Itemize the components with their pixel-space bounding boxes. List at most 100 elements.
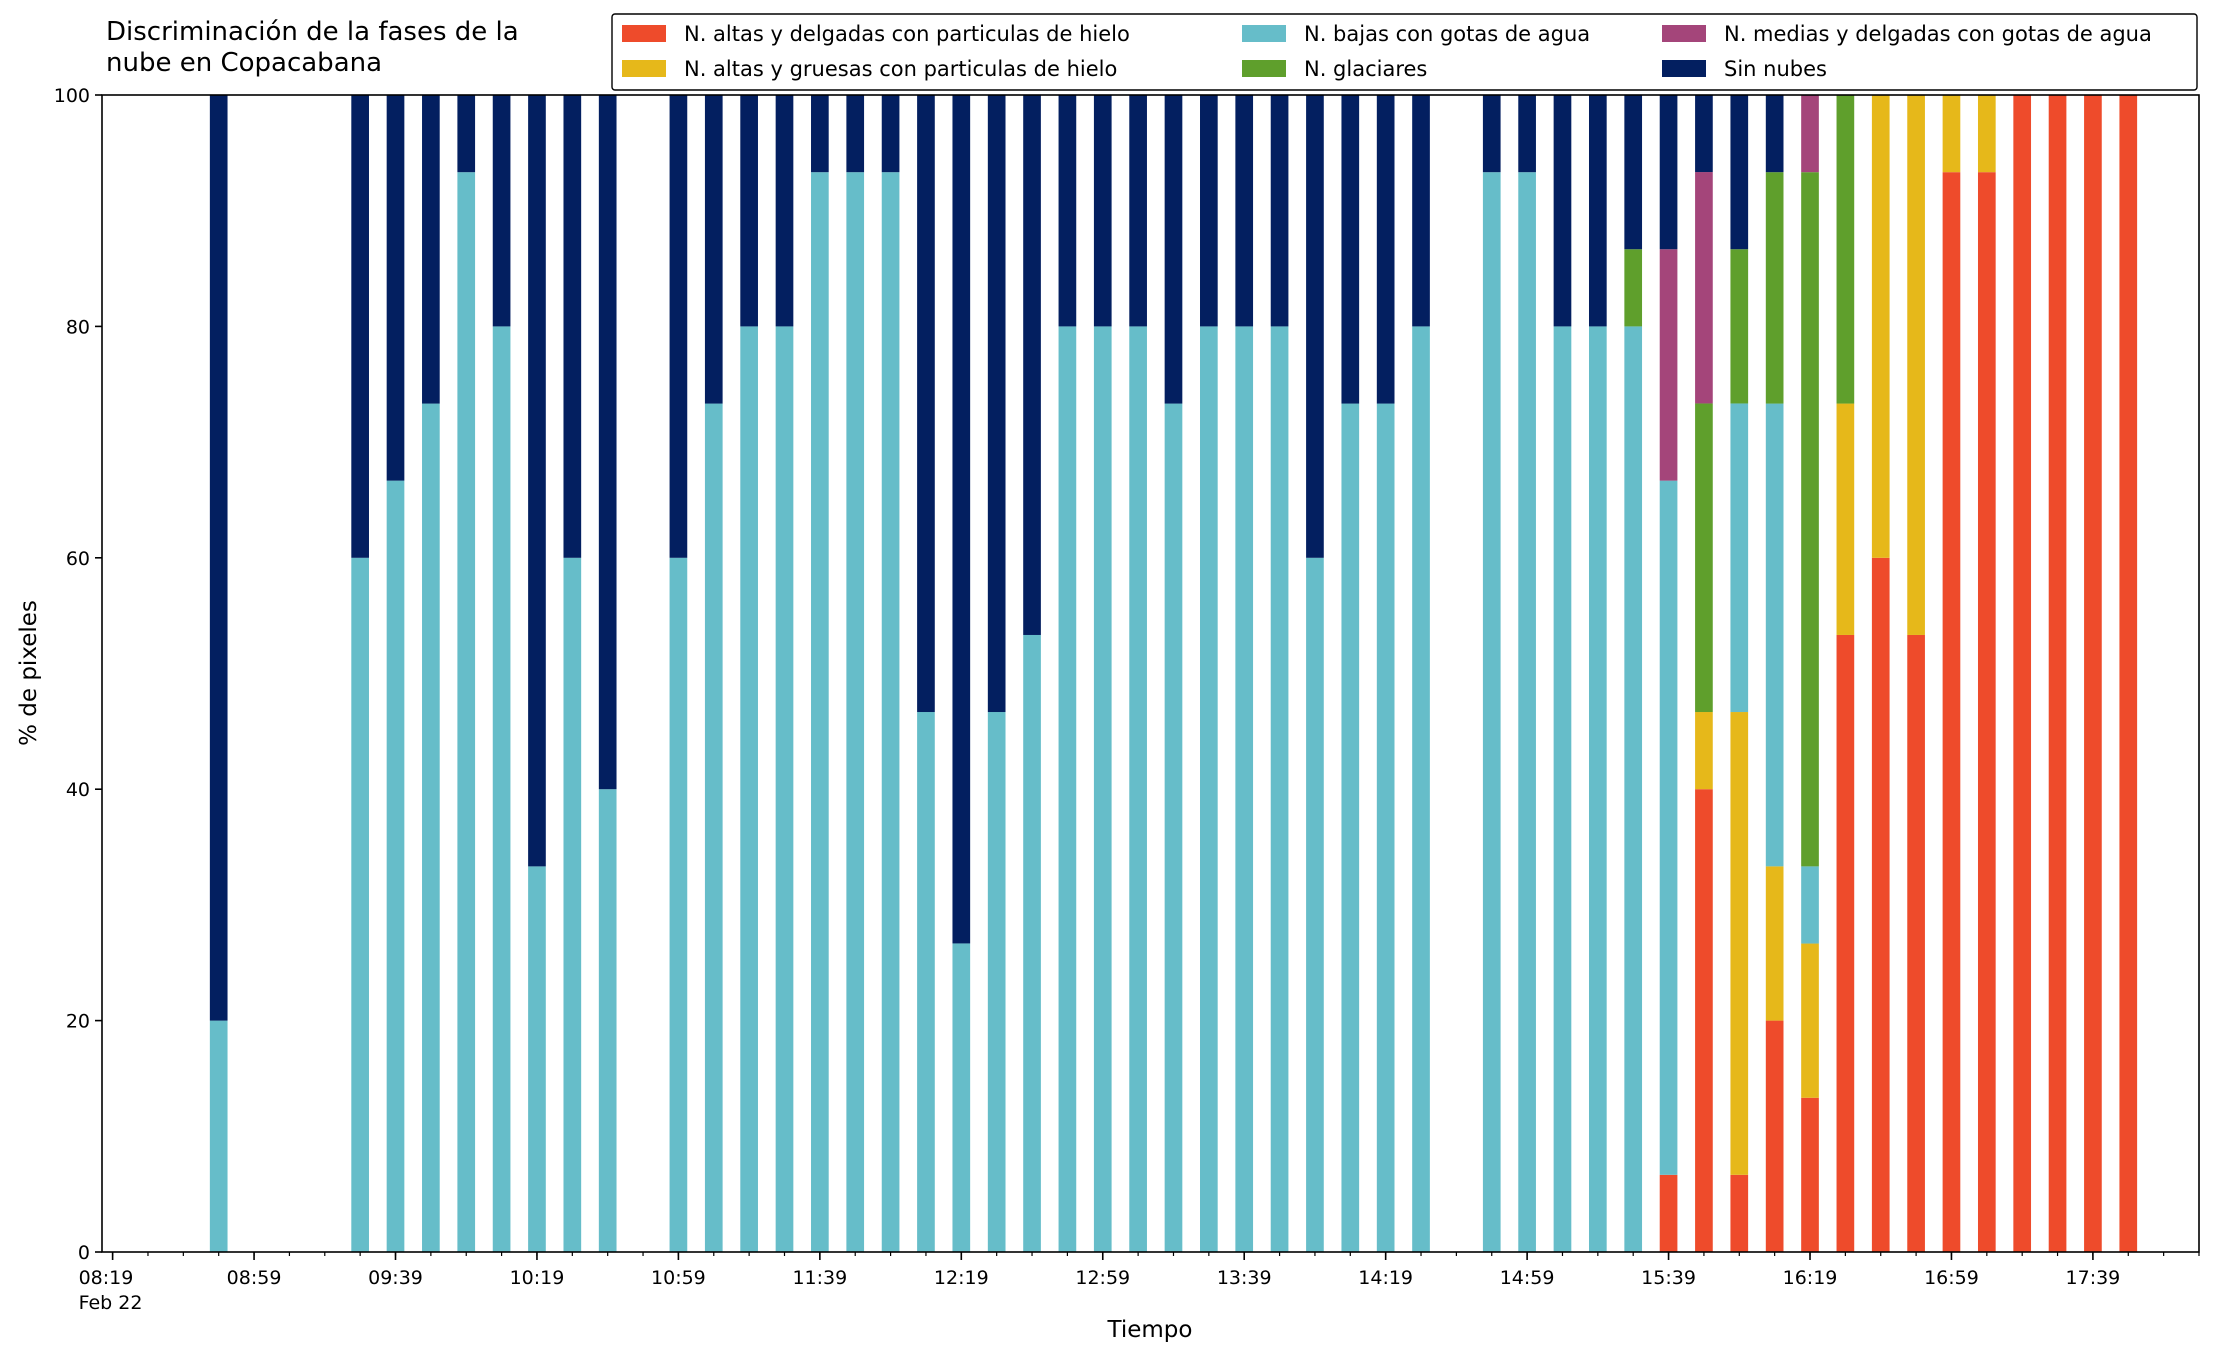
- bar-segment: [2084, 95, 2102, 1252]
- bar-segment: [740, 95, 758, 327]
- bar-segment: [1765, 172, 1784, 404]
- y-axis-label: % de pixeles: [16, 600, 42, 746]
- x-tick-label: 12:19: [934, 1267, 989, 1289]
- bar-segment: [1730, 1174, 1749, 1252]
- bar-segment: [1695, 403, 1713, 713]
- bar-segment: [1977, 95, 1996, 173]
- bar-segment: [1093, 95, 1112, 327]
- bar-segment: [598, 95, 617, 790]
- bar-segment: [917, 95, 935, 713]
- legend-swatch: [1242, 25, 1286, 42]
- x-tick-label: 08:19 Feb 22: [79, 1267, 143, 1314]
- bar-segment: [1624, 95, 1643, 250]
- x-axis-label: Tiempo: [1107, 1317, 1193, 1343]
- bar-segment: [1270, 326, 1289, 1252]
- bar-segment: [1518, 95, 1536, 173]
- y-tick-label: 60: [66, 548, 90, 570]
- bar-segment: [209, 1020, 228, 1252]
- bar-segment: [1695, 172, 1713, 404]
- bar-segment: [1058, 95, 1077, 327]
- bar-segment: [563, 95, 582, 558]
- x-tick-label: 12:59: [1075, 1267, 1130, 1289]
- bar-segment: [1058, 326, 1077, 1252]
- bar-segment: [1482, 95, 1501, 173]
- bar-segment: [1341, 403, 1360, 1252]
- legend: N. altas y delgadas con particulas de hi…: [611, 13, 2198, 91]
- chart-title-line: nube en Copacabana: [106, 48, 382, 78]
- bar-segment: [881, 95, 900, 173]
- bar-segment: [1765, 95, 1784, 173]
- bar-segment: [598, 789, 617, 1252]
- bar-segment: [1164, 403, 1183, 1252]
- x-tick-label: 09:39: [368, 1267, 423, 1289]
- bar-segment: [1695, 712, 1713, 790]
- x-tick-label: 08:59: [227, 1267, 282, 1289]
- bar-segment: [740, 326, 758, 1252]
- bar-segment: [846, 172, 865, 1253]
- legend-swatch: [1662, 25, 1706, 42]
- bar-segment: [1907, 634, 1925, 1252]
- bar-segment: [1836, 634, 1855, 1252]
- bar-segment: [1588, 326, 1607, 1252]
- bar-segment: [492, 95, 511, 327]
- x-tick-label: 14:19: [1358, 1267, 1413, 1289]
- bar-segment: [1235, 95, 1254, 327]
- bar-segment: [386, 95, 405, 481]
- bar-segment: [987, 712, 1006, 1252]
- y-tick-label: 40: [66, 779, 90, 801]
- bar-segment: [669, 95, 688, 558]
- y-axis: 0 20 40 60 80 100: [54, 85, 102, 1264]
- bar-segment: [704, 403, 723, 1252]
- bar-segment: [1730, 95, 1749, 250]
- legend-swatch: [1662, 60, 1706, 77]
- x-tick-label: 10:19: [510, 1267, 565, 1289]
- x-tick-label: 11:39: [792, 1267, 847, 1289]
- bar-segment: [1023, 95, 1041, 635]
- legend-label: N. bajas con gotas de agua: [1304, 22, 1590, 46]
- x-tick-label: 14:59: [1500, 1267, 1555, 1289]
- bar-segment: [1023, 634, 1041, 1252]
- bar-segment: [1836, 95, 1855, 404]
- bar-segment: [704, 95, 723, 404]
- legend-label: N. glaciares: [1304, 57, 1427, 81]
- bar-segment: [1977, 172, 1996, 1253]
- bar-segment: [1765, 1020, 1784, 1252]
- bar-segment: [1376, 95, 1395, 404]
- bar-segment: [1801, 95, 1819, 173]
- x-axis: 08:19 Feb 22 08:59 09:39 10:19 10:59 11:39 12:1…: [79, 1252, 2200, 1314]
- bar-segment: [1129, 326, 1147, 1252]
- bar-segment: [422, 95, 440, 404]
- bar-segment: [1695, 94, 1713, 173]
- chart-title-line: Discriminación de la fases de la: [106, 17, 519, 47]
- bar-segment: [1942, 95, 1961, 173]
- bar-segment: [1553, 95, 1572, 327]
- bar-segment: [563, 557, 582, 1252]
- bar-segment: [1518, 172, 1536, 1253]
- bar-segment: [811, 172, 829, 1253]
- bar-segment: [775, 326, 794, 1252]
- chart-title: Discriminación de la fases de la nube en …: [106, 17, 519, 78]
- bar-segment: [2048, 95, 2067, 1252]
- bar-segment: [1659, 95, 1678, 250]
- bar-segment: [1730, 249, 1749, 404]
- legend-frame: [611, 13, 2198, 91]
- bar-segment: [2119, 95, 2138, 1252]
- bar-segment: [1164, 95, 1183, 404]
- bar-segment: [1270, 95, 1289, 327]
- bar-segment: [1836, 403, 1855, 635]
- bar-segment: [1659, 480, 1678, 1175]
- bar-segment: [1306, 95, 1324, 558]
- x-tick-label: 15:39: [1641, 1267, 1696, 1289]
- bar-segment: [1765, 866, 1784, 1021]
- plot-frame: [101, 94, 2200, 1253]
- bar-segment: [1765, 403, 1784, 867]
- legend-label: N. medias y delgadas con gotas de agua: [1724, 22, 2152, 46]
- bar-segment: [1200, 95, 1218, 327]
- legend-swatch: [1242, 60, 1286, 77]
- bar-segment: [775, 95, 794, 327]
- bar-segment: [846, 95, 865, 173]
- bar-layer: [209, 94, 2138, 1253]
- bar-segment: [1624, 326, 1643, 1252]
- x-tick-label: 10:59: [651, 1267, 706, 1289]
- bar-segment: [2013, 95, 2032, 1252]
